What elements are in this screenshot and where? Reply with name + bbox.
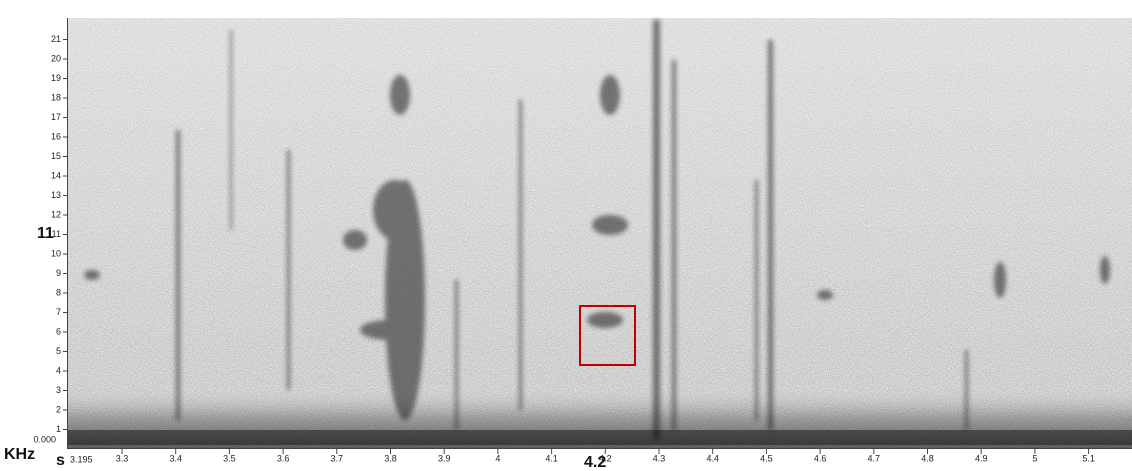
x-tick-label: 5.1 [1082, 453, 1095, 463]
y-tick-label: 8 [56, 287, 61, 297]
x-tick-label: 3.6 [277, 453, 290, 463]
y-tick-label: 7 [56, 307, 61, 317]
y-tick-label: 17 [51, 112, 61, 122]
x-tick-label: 4.7 [868, 453, 881, 463]
x-origin-label: 3.195 [70, 454, 93, 464]
x-tick-label: 4.3 [653, 453, 666, 463]
x-tick-label: 4.9 [975, 453, 988, 463]
frequency-annotation: 11 [37, 225, 54, 242]
y-tick-label: 2 [56, 404, 61, 414]
y-tick-label: 19 [51, 73, 61, 83]
y-tick-label: 10 [51, 248, 61, 258]
y-unit: KHz [4, 446, 35, 463]
y-tick-label: 1 [56, 424, 61, 434]
x-tick-label: 4.8 [921, 453, 934, 463]
x-tick-label: 3.5 [223, 453, 236, 463]
x-tick-label: 4.6 [814, 453, 827, 463]
x-tick-label: 3.4 [169, 453, 182, 463]
y-tick-label: 3 [56, 385, 61, 395]
page: html, body { margin: 0; padding: 0; back… [0, 0, 1132, 471]
y-tick-label: 15 [51, 151, 61, 161]
time-annotation: 4.2 [584, 454, 606, 471]
spectrogram-view: 123456789101112131415161718192021 3.33.4… [0, 0, 1132, 471]
spectrogram-image [68, 18, 1132, 448]
y-origin-label: 0.000 [33, 434, 56, 444]
y-tick-label: 13 [51, 190, 61, 200]
x-unit: s [56, 452, 65, 469]
y-tick-label: 18 [51, 92, 61, 102]
x-tick-label: 4.4 [706, 453, 719, 463]
y-tick-label: 16 [51, 131, 61, 141]
y-tick-label: 20 [51, 53, 61, 63]
x-tick-label: 3.7 [331, 453, 344, 463]
body: {"spectrogram": { "y_axis": {"unit": "KH… [0, 0, 1132, 471]
x-tick-label: 3.3 [116, 453, 129, 463]
x-tick-label: 3.8 [384, 453, 397, 463]
y-tick-label: 6 [56, 326, 61, 336]
y-tick-label: 12 [51, 209, 61, 219]
y-tick-label: 5 [56, 346, 61, 356]
x-tick-label: 4.5 [760, 453, 773, 463]
y-tick-label: 21 [51, 34, 61, 44]
x-tick-label: 3.9 [438, 453, 451, 463]
x-tick-label: 5 [1032, 453, 1037, 463]
y-tick-label: 4 [56, 365, 61, 375]
y-tick-label: 9 [56, 268, 61, 278]
y-tick-label: 14 [51, 170, 61, 180]
x-tick-label: 4.1 [545, 453, 558, 463]
x-tick-label: 4 [495, 453, 500, 463]
